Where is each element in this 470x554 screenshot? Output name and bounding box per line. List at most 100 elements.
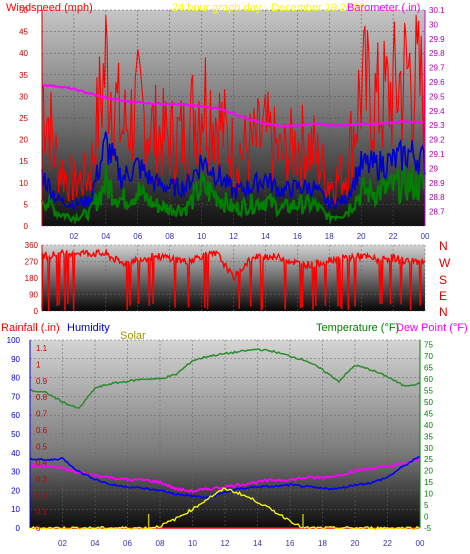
compass-label-w: W [439,256,451,270]
humidity-tick-label: 50 [11,430,20,439]
direction-axes: 0 90 180 270 360 [25,241,43,316]
x-tick-label: 18 [325,232,334,241]
temp-series [29,348,421,531]
barometer-axis-label: Barometer (.in) [347,2,420,14]
rain-tick-label: 0.2 [36,491,48,500]
humidity-tick-label: 40 [11,449,20,458]
temp-tick-label: 10 [424,490,433,499]
wind-series [40,14,426,225]
rain-tick-label: 1 [36,361,41,370]
x-tick-label: 16 [286,539,295,548]
rain-tick-label: 0.6 [36,426,48,435]
y-tick-label: 15 [19,157,28,166]
temp-tick-label: 75 [424,341,433,350]
y2-tick-label: 29.6 [429,78,445,87]
x-tick-label: 14 [253,539,262,548]
x-tick-label: 04 [91,539,100,548]
y2-tick-label: 29.4 [429,107,445,116]
y-tick-label: 50 [19,6,28,15]
temp-tick-label: 30 [424,444,433,453]
chart-title: 24 hour graph day - December 19 2025 [172,2,365,14]
series-line-solar [29,487,421,531]
humidity-tick-label: 90 [11,355,20,364]
humidity-tick-label: 20 [11,486,20,495]
solar-axis-label: Solar [120,330,146,342]
windspeed-axis-label: Windspeed (mph) [6,2,93,14]
x-tick-label: 20 [351,539,360,548]
y-tick-label: 25 [19,114,28,123]
temp-tick-label: 55 [424,386,433,395]
rain-tick-label: 0.9 [36,377,48,386]
compass-label-s: S [439,273,447,287]
temp-tick-label: 50 [424,398,433,407]
y-tick-label: 20 [19,136,28,145]
temp-tick-label: 45 [424,409,433,418]
temp-tick-label: 65 [424,364,433,373]
x-tick-label: 20 [357,232,366,241]
y-tick-label: 0 [24,222,29,231]
temp-tick-label: 40 [424,421,433,430]
y-tick-label: 5 [24,200,29,209]
y2-tick-label: 30.1 [429,6,445,15]
x-tick-label: 02 [69,232,78,241]
humidity-axis-label: Humidity [67,322,110,334]
y2-tick-label: 29.3 [429,121,445,130]
y-tick-label: 10 [19,179,28,188]
x-tick-label: 04 [101,232,110,241]
humidity-tick-label: 0 [16,524,21,533]
y-tick-label: 30 [19,92,28,101]
y2-tick-label: 28.9 [429,179,445,188]
rain-tick-label: 0.4 [36,459,48,468]
rain-tick-label: 0 [36,524,41,533]
y-tick-label: 270 [25,258,39,267]
rain-tick-label: 1.1 [36,344,48,353]
humidity-tick-label: 30 [11,468,20,477]
y-tick-label: 40 [19,49,28,58]
series-line-gust [41,14,426,206]
temp-tick-label: 20 [424,467,433,476]
x-tick-label: 08 [156,539,165,548]
temp-tick-label: 15 [424,478,433,487]
rainfall-axis-label: Rainfall (.in) [1,322,60,334]
x-tick-label: 00 [421,232,430,241]
compass-label-n-top: N [439,239,448,253]
x-tick-label: 10 [197,232,206,241]
x-tick-label: 06 [133,232,142,241]
series-line-low [40,163,426,225]
temp-tick-label: 60 [424,375,433,384]
temp-tick-label: 5 [424,501,429,510]
x-tick-label: 16 [293,232,302,241]
x-tick-label: 02 [58,539,67,548]
x-tick-label: 10 [188,539,197,548]
x-tick-label: 00 [416,539,425,548]
series-line-temperature [29,348,421,410]
wind-axes: 0 5 10 15 20 25 30 35 40 45 50 28.7 28.8 28.9 29 29.1 29… [19,6,445,241]
rain-tick-label: 0.7 [36,410,48,419]
compass-label-e: E [439,289,447,303]
temperature-axis-label: Temperature (°F) [316,322,399,334]
x-tick-label: 08 [165,232,174,241]
humidity-tick-label: 100 [7,336,21,345]
y2-tick-label: 29.5 [429,92,445,101]
series-line-avg [41,131,426,213]
humidity-tick-label: 80 [11,374,20,383]
y2-tick-label: 29.8 [429,49,445,58]
compass-label-n-bottom: N [439,305,448,319]
x-tick-label: 12 [229,232,238,241]
x-tick-label: 06 [123,539,132,548]
rain-tick-label: 0.3 [36,475,48,484]
y2-tick-label: 29 [429,164,438,173]
y2-tick-label: 28.7 [429,208,445,217]
y2-tick-label: 28.8 [429,193,445,202]
humidity-tick-label: 10 [11,505,20,514]
temp-tick-label: 0 [424,513,429,522]
humidity-tick-label: 60 [11,411,20,420]
direction-series [41,248,426,312]
temp-tick-label: 70 [424,352,433,361]
humidity-tick-label: 70 [11,392,20,401]
y-tick-label: 90 [29,291,38,300]
dewpoint-axis-label: Dew Point (°F) [396,322,468,334]
temp-tick-label: 25 [424,455,433,464]
rain-tick-label: 0.5 [36,442,48,451]
